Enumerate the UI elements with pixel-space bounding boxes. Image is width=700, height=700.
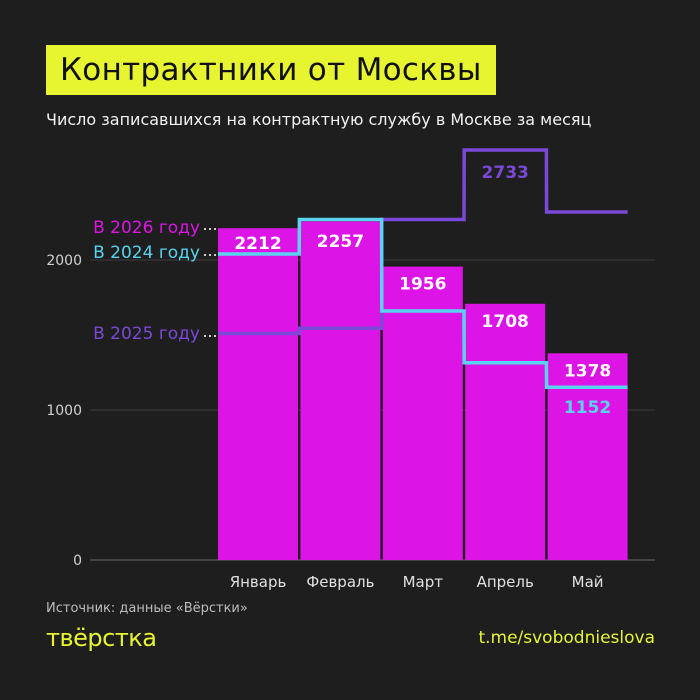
bar-1 bbox=[218, 228, 298, 560]
bar-3 bbox=[382, 266, 463, 560]
legend-2026-label: В 2026 году bbox=[93, 218, 200, 238]
source-note: Источник: данные «Вёрстки» bbox=[46, 601, 248, 616]
x-tick-label: Январь bbox=[230, 573, 287, 591]
line-2025-value-label: 2733 bbox=[482, 163, 529, 183]
bar-5 bbox=[547, 353, 628, 560]
y-tick-label: 0 bbox=[73, 553, 82, 569]
step-line-2025 bbox=[218, 148, 628, 336]
x-tick-label: Февраль bbox=[306, 573, 374, 591]
bar-value-label: 1378 bbox=[564, 361, 611, 381]
bar-value-label: 2212 bbox=[234, 234, 281, 254]
y-tick-label: 2000 bbox=[46, 253, 82, 269]
line-2024-value-label: 1152 bbox=[564, 398, 611, 418]
y-tick-label: 1000 bbox=[46, 403, 82, 419]
legend-2024-label: В 2024 году bbox=[93, 243, 200, 263]
x-tick-label: Май bbox=[572, 573, 604, 591]
bar-value-label: 1708 bbox=[482, 312, 529, 332]
step-line-2024 bbox=[218, 217, 628, 389]
title-box: Контрактники от Москвы bbox=[46, 45, 496, 95]
telegram-link[interactable]: t.me/svobodnieslova bbox=[478, 628, 655, 648]
brand-logo: твёрстка bbox=[46, 624, 157, 652]
bar-value-label: 2257 bbox=[317, 232, 364, 252]
bar-4 bbox=[465, 303, 546, 560]
x-tick-label: Апрель bbox=[477, 573, 534, 591]
chart-subtitle: Число записавшихся на контрактную службу… bbox=[46, 110, 592, 129]
chart-title: Контрактники от Москвы bbox=[60, 52, 482, 88]
bar-value-label: 1956 bbox=[399, 275, 446, 295]
bar-2 bbox=[300, 221, 381, 560]
x-tick-label: Март bbox=[403, 573, 444, 591]
legend-2025-label: В 2025 году bbox=[93, 324, 200, 344]
